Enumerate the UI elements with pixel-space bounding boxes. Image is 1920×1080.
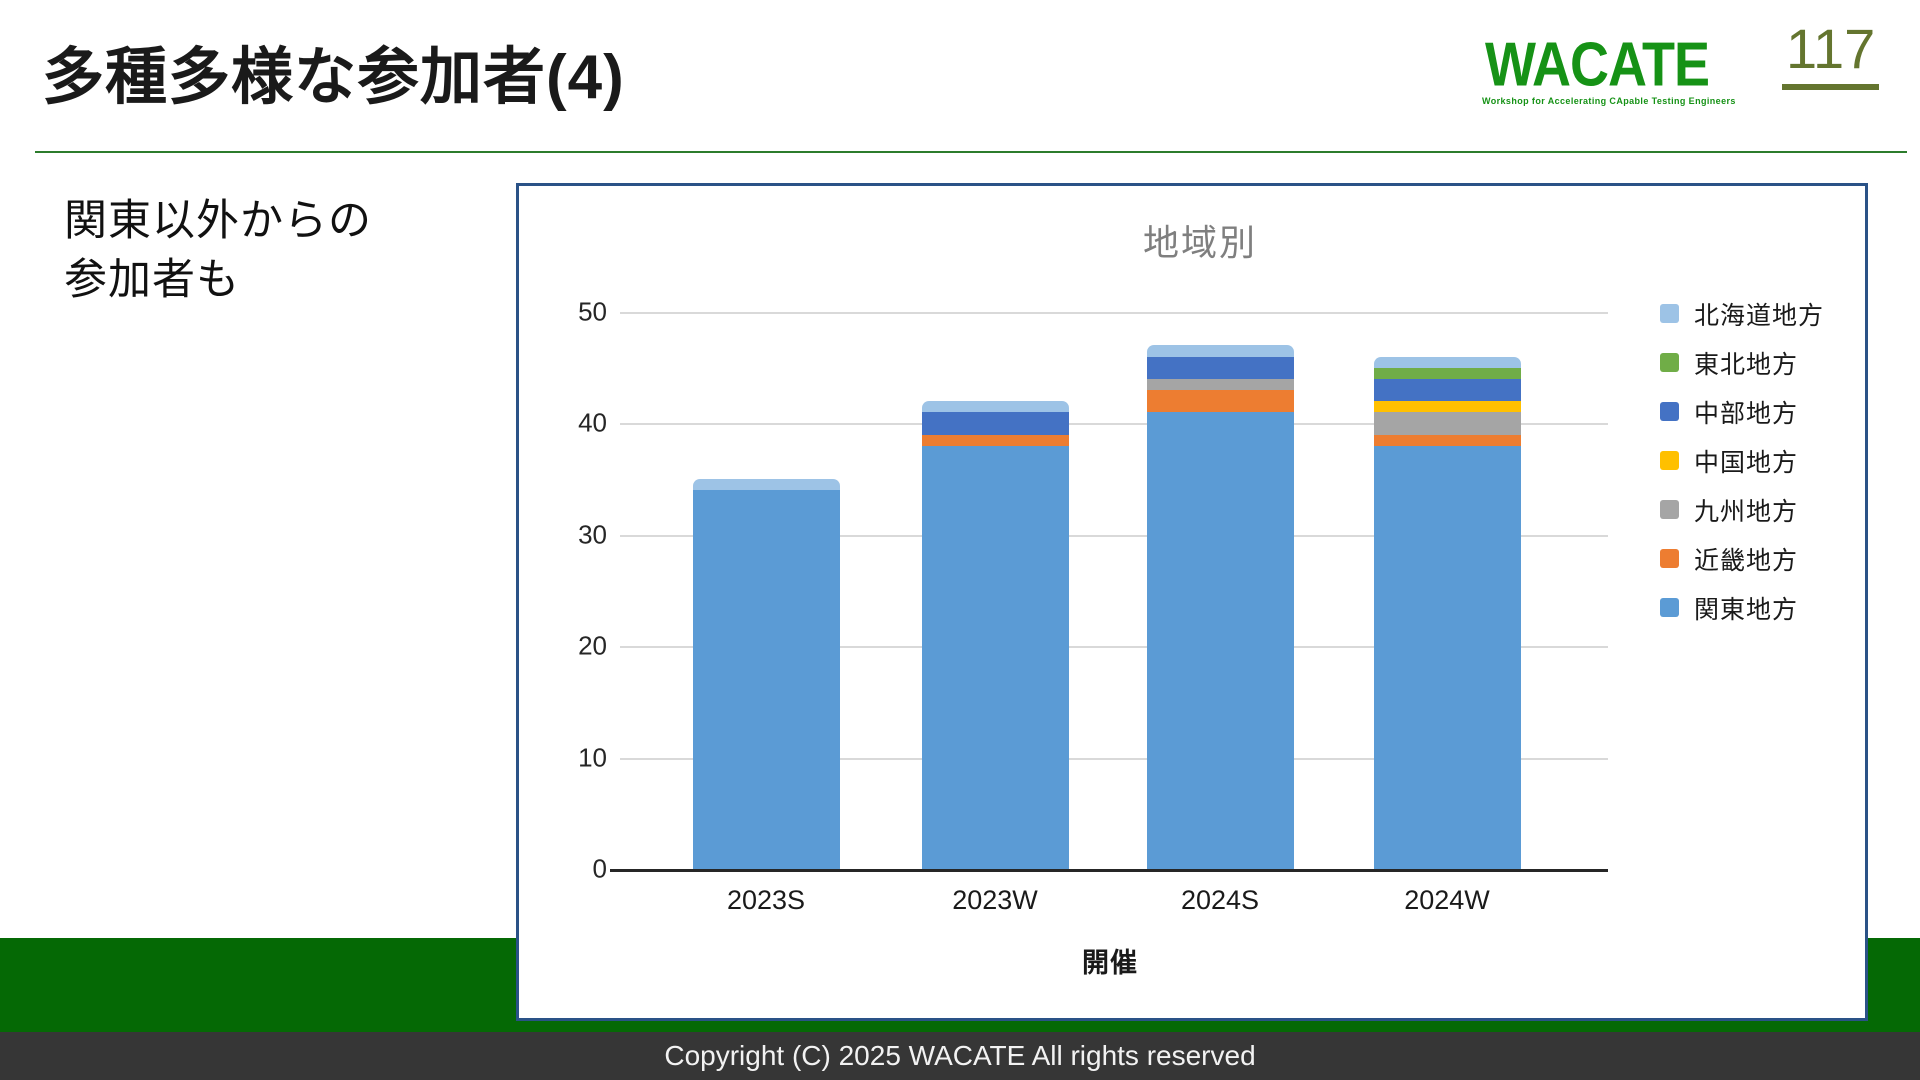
y-axis-tick-0: 0 xyxy=(592,853,607,884)
legend-swatch-chugoku xyxy=(1660,451,1679,470)
bar-segment-kinki-2023W xyxy=(921,434,1069,446)
legend-label-tohoku: 東北地方 xyxy=(1694,350,1799,379)
legend-swatch-chubu xyxy=(1660,402,1679,421)
x-axis-category-2024S: 2024S xyxy=(1180,885,1260,915)
legend-swatch-kyushu xyxy=(1660,500,1679,519)
y-axis-tick-20: 20 xyxy=(578,630,607,661)
wacate-logo-tagline: Workshop for Accelerating CApable Testin… xyxy=(1482,96,1736,106)
body-text: 関東以外からの 参加者も xyxy=(64,192,372,311)
legend-label-kinki: 近畿地方 xyxy=(1694,546,1799,575)
x-axis-line xyxy=(610,869,1608,872)
x-axis-category-2023W: 2023W xyxy=(952,885,1038,915)
legend-item-tohoku: 東北地方 xyxy=(1660,338,1824,387)
page-number: 117 xyxy=(1782,18,1880,90)
body-text-line-1: 関東以外からの xyxy=(64,197,372,245)
bar-segment-kinki-2024S xyxy=(1146,389,1294,413)
bar-2024S xyxy=(1146,345,1294,869)
gridline-y50 xyxy=(620,312,1608,314)
wacate-logo: WACATE Workshop for Accelerating CApable… xyxy=(1482,34,1736,106)
chart-container: 地域別 0 10 20 30 40 50 2023S 2023W 2024S 2024W 開催 北海… xyxy=(516,183,1868,1021)
legend-label-chubu: 中部地方 xyxy=(1694,399,1799,428)
legend-item-kyushu: 九州地方 xyxy=(1660,485,1824,534)
y-axis-tick-50: 50 xyxy=(578,296,607,327)
legend-item-kinki: 近畿地方 xyxy=(1660,534,1824,583)
bar-segment-kinki-2024W xyxy=(1373,434,1521,446)
x-axis-title: 開催 xyxy=(1082,948,1138,978)
legend-item-kanto: 関東地方 xyxy=(1660,583,1824,632)
legend-swatch-kinki xyxy=(1660,549,1679,568)
slide-title: 多種多様な参加者(4) xyxy=(42,43,625,112)
chart-legend: 北海道地方東北地方中部地方中国地方九州地方近畿地方関東地方 xyxy=(1660,289,1824,632)
gridline-y10 xyxy=(620,757,1608,760)
y-axis-tick-40: 40 xyxy=(578,407,607,438)
x-axis-category-2023S: 2023S xyxy=(726,885,806,915)
legend-item-chubu: 中部地方 xyxy=(1660,387,1824,436)
chart-title: 地域別 xyxy=(1142,222,1257,263)
bar-segment-tohoku-2024W xyxy=(1373,367,1521,379)
bar-segment-kanto-2024W xyxy=(1373,445,1521,869)
title-underline-rule xyxy=(35,151,1907,153)
legend-item-hokkaido: 北海道地方 xyxy=(1660,289,1824,338)
bar-segment-hokkaido-2023S xyxy=(692,479,840,491)
x-axis-category-2024W: 2024W xyxy=(1404,885,1490,915)
bar-2023W xyxy=(921,401,1069,869)
bar-segment-hokkaido-2024W xyxy=(1373,356,1521,368)
bar-segment-chubu-2024S xyxy=(1146,356,1294,379)
bar-segment-hokkaido-2023W xyxy=(921,401,1069,413)
legend-swatch-tohoku xyxy=(1660,353,1679,372)
legend-label-chugoku: 中国地方 xyxy=(1694,448,1799,477)
gridline-y40 xyxy=(620,423,1608,426)
bar-segment-chubu-2024W xyxy=(1373,378,1521,402)
bar-segment-kanto-2023W xyxy=(921,445,1069,869)
legend-label-hokkaido: 北海道地方 xyxy=(1694,301,1825,330)
bar-segment-kyushu-2024W xyxy=(1373,412,1521,435)
legend-label-kanto: 関東地方 xyxy=(1694,595,1799,624)
legend-label-kyushu: 九州地方 xyxy=(1694,497,1799,526)
bar-segment-kyushu-2024S xyxy=(1146,378,1294,390)
bar-segment-kanto-2023S xyxy=(692,490,840,869)
y-axis-tick-10: 10 xyxy=(578,742,607,773)
bar-segment-hokkaido-2024S xyxy=(1146,345,1294,357)
bar-2023S xyxy=(692,479,840,869)
legend-item-chugoku: 中国地方 xyxy=(1660,436,1824,485)
bar-segment-kanto-2024S xyxy=(1146,412,1294,869)
y-axis-tick-30: 30 xyxy=(578,519,607,550)
bar-segment-chubu-2023W xyxy=(921,412,1069,435)
legend-swatch-hokkaido xyxy=(1660,304,1679,323)
footer-copyright-text: Copyright (C) 2025 WACATE All rights res… xyxy=(664,1040,1256,1071)
footer-copyright-bar: Copyright (C) 2025 WACATE All rights res… xyxy=(0,1032,1920,1080)
body-text-line-2: 参加者も xyxy=(64,256,240,305)
legend-swatch-kanto xyxy=(1660,598,1679,617)
gridline-y20 xyxy=(620,646,1608,649)
gridline-y30 xyxy=(620,534,1608,537)
bar-segment-chugoku-2024W xyxy=(1373,401,1521,413)
wacate-logo-text: WACATE xyxy=(1485,30,1710,100)
bar-2024W xyxy=(1373,356,1521,869)
